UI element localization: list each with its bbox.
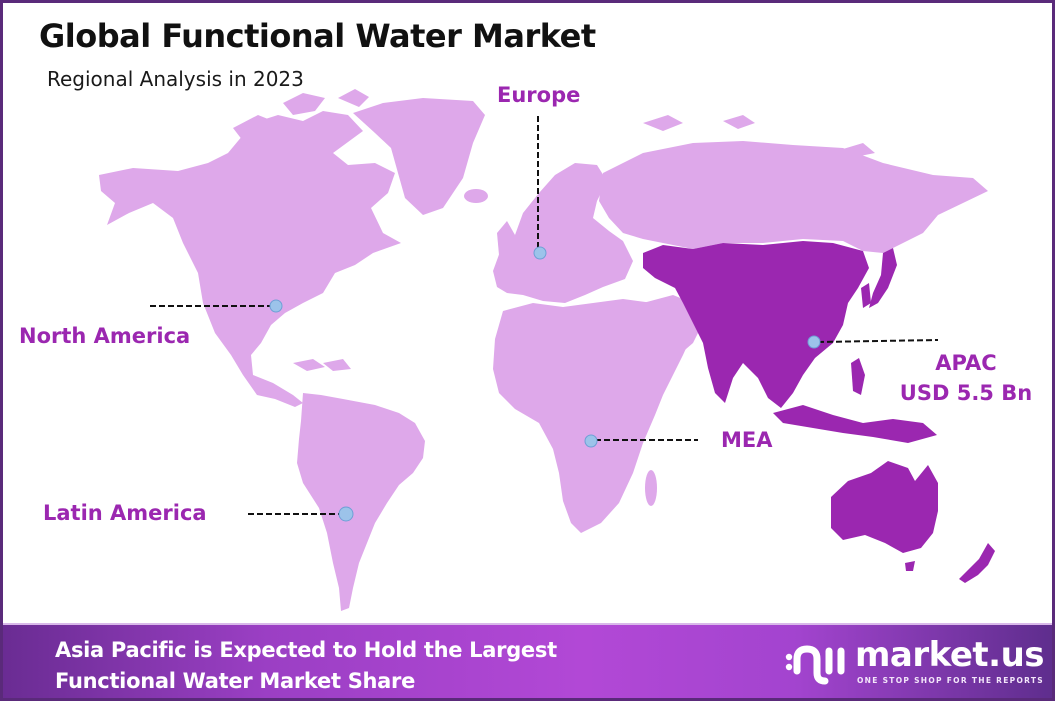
- region-iceland: [464, 189, 488, 203]
- region-caribbean: [293, 359, 351, 371]
- region-europe: [493, 163, 633, 303]
- region-arctic-russia: [643, 115, 875, 157]
- region-greenland: [353, 98, 485, 215]
- region-korea: [861, 283, 871, 308]
- region-madagascar: [645, 470, 657, 506]
- label-apac-value: USD 5.5 Bn: [899, 381, 1033, 405]
- region-new-zealand: [959, 543, 995, 583]
- label-europe: Europe: [497, 83, 581, 107]
- region-apac[interactable]: [643, 241, 869, 408]
- region-southeast-asia-islands: [773, 405, 937, 443]
- region-japan: [869, 248, 897, 308]
- footer-line-1: Asia Pacific is Expected to Hold the Lar…: [55, 638, 557, 662]
- region-russia: [599, 141, 988, 253]
- region-north-america: [99, 111, 401, 407]
- footer-line-2: Functional Water Market Share: [55, 669, 416, 693]
- marker-dot-mea[interactable]: [584, 434, 598, 448]
- footer-banner: Asia Pacific is Expected to Hold the Lar…: [3, 623, 1052, 698]
- marker-dot-north-america[interactable]: [269, 299, 283, 313]
- page-subtitle: Regional Analysis in 2023: [47, 67, 304, 91]
- label-mea: MEA: [721, 428, 773, 452]
- brand-logo[interactable]: market.us ONE STOP SHOP FOR THE REPORTS: [783, 635, 1045, 689]
- label-latin-america: Latin America: [43, 501, 207, 525]
- world-map: [99, 89, 995, 611]
- region-latin-america: [297, 393, 425, 611]
- region-australia: [831, 461, 938, 553]
- marker-dot-apac[interactable]: [807, 335, 821, 349]
- marker-dot-europe[interactable]: [533, 246, 547, 260]
- brand-tagline: ONE STOP SHOP FOR THE REPORTS: [857, 676, 1044, 685]
- page-title: Global Functional Water Market: [39, 17, 596, 55]
- region-tasmania: [905, 561, 915, 571]
- region-philippines: [851, 358, 865, 395]
- marker-dot-latin-america[interactable]: [338, 506, 354, 522]
- label-north-america: North America: [19, 324, 191, 348]
- region-mea: [493, 299, 693, 533]
- market-us-logo-icon: [785, 645, 845, 685]
- region-arctic-islands: [233, 89, 369, 141]
- region-uk: [497, 221, 515, 255]
- brand-name: market.us: [855, 635, 1045, 675]
- leader-line-apac: [817, 339, 939, 343]
- label-apac: APAC USD 5.5 Bn: [891, 348, 1041, 408]
- label-apac-name: APAC: [935, 351, 997, 375]
- footer-message: Asia Pacific is Expected to Hold the Lar…: [55, 635, 557, 697]
